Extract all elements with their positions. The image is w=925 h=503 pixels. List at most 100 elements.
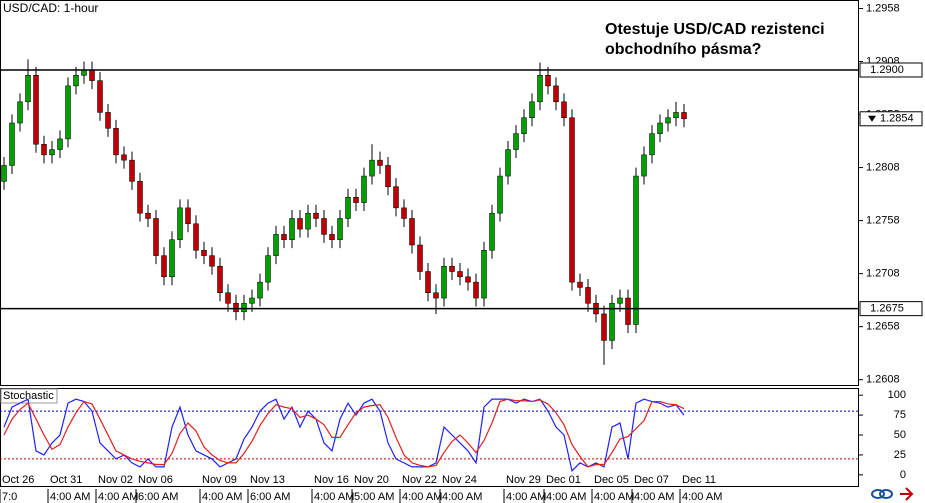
x-date-label: Dec 05 [594,474,629,486]
x-time-label: 4:00 AM [546,491,586,503]
candle-body [49,149,55,156]
candle-body [417,244,423,272]
candle-body [409,218,415,246]
x-time-label: 5:00 AM [354,491,394,503]
candle-body [41,143,47,156]
candle-body [529,101,535,118]
x-time-label: 7:0 [2,491,17,503]
candle-body [497,175,503,214]
candle-body [321,218,327,235]
candle-body [561,101,567,118]
candle-body [665,117,671,124]
candle-body [65,85,71,140]
x-time-label: 4:00 AM [314,491,354,503]
toolbar-icons[interactable] [871,487,914,501]
candle-body [281,234,287,240]
candle-body [217,265,223,293]
y-tick-label: 1.2658 [866,321,900,333]
candle-body [601,313,607,341]
x-time-label: 4:00 AM [442,491,482,503]
candle-body [265,255,271,283]
candle-body [289,218,295,240]
title-bg [1,1,97,16]
x-date-label: Nov 16 [314,474,349,486]
x-date-label: Nov 29 [506,474,541,486]
candle-body [385,165,391,187]
candle-body [641,154,647,177]
stochastic-line [3,398,685,468]
candle-body [473,281,479,299]
x-time-label: 6:00 AM [138,491,178,503]
candle-body [569,117,575,283]
y-tick-label: 0 [900,469,906,481]
arrow-icon[interactable] [900,487,914,501]
candle-body [97,80,103,113]
candle-body [297,218,303,230]
candle-body [425,271,431,293]
candle-body [585,287,591,304]
candle-body [513,133,519,150]
x-date-label: Dec 07 [634,474,669,486]
x-time-label: 4:00 AM [402,491,442,503]
candle-body [553,85,559,103]
candle-body [105,112,111,129]
candle-body [545,75,551,87]
y-tick-label: 25 [894,449,906,461]
candle-body [185,207,191,225]
x-time-label: 4:00 AM [98,491,138,503]
candle-body [505,149,511,177]
candle-body [649,133,655,156]
x-date-label: Nov 20 [354,474,389,486]
candle-body [249,297,255,304]
last-price-marker [868,115,876,122]
x-date-label: Nov 22 [402,474,437,486]
candle-body [129,159,135,182]
candle-body [633,175,639,325]
candle-body [153,218,159,256]
candle-body [273,234,279,256]
candle-body [481,250,487,299]
candle-body [121,154,127,161]
annotation: obchodního pásma? [605,41,761,58]
x-date-label: Oct 31 [50,474,82,486]
level-box [859,301,923,317]
candle-body [241,303,247,313]
y-tick-label: 1.2958 [866,2,900,14]
candle-body [617,297,623,304]
x-date-label: Oct 26 [2,474,34,486]
x-time-label: 4:00 AM [202,491,242,503]
candle-body [9,122,15,166]
x-date-label: Nov 13 [250,474,285,486]
x-date-label: Nov 24 [442,474,477,486]
x-time-label: 6:00 AM [250,491,290,503]
candle-body [137,181,143,214]
candle-body [489,212,495,251]
x-date-label: Nov 09 [202,474,237,486]
y-tick-label: 100 [888,389,906,401]
candle-body [625,297,631,325]
candle-body [145,212,151,219]
candle-body [401,207,407,219]
candle-body [609,303,615,341]
link-icon[interactable] [871,489,885,499]
candle-body [33,75,39,145]
candle-body [449,265,455,272]
link-icon[interactable] [879,489,893,499]
candle-body [89,69,95,81]
candle-body [369,159,375,177]
candle-body [233,303,239,313]
candle-body [537,75,543,103]
x-time-label: 4:00 AM [594,491,634,503]
last-price-label: 1.2854 [880,113,914,125]
chart-title: USD/CAD: 1-hour [3,1,98,15]
x-time-label: 4:00 AM [506,491,546,503]
stochastic-line [3,398,685,473]
x-date-label: Dec 11 [682,474,716,486]
candle-body [73,75,79,87]
level-label: 1.2900 [870,64,904,76]
candle-body [257,281,263,299]
candle-body [329,234,335,240]
x-time-label: 4:00 AM [682,491,722,503]
candle-body [313,212,319,219]
